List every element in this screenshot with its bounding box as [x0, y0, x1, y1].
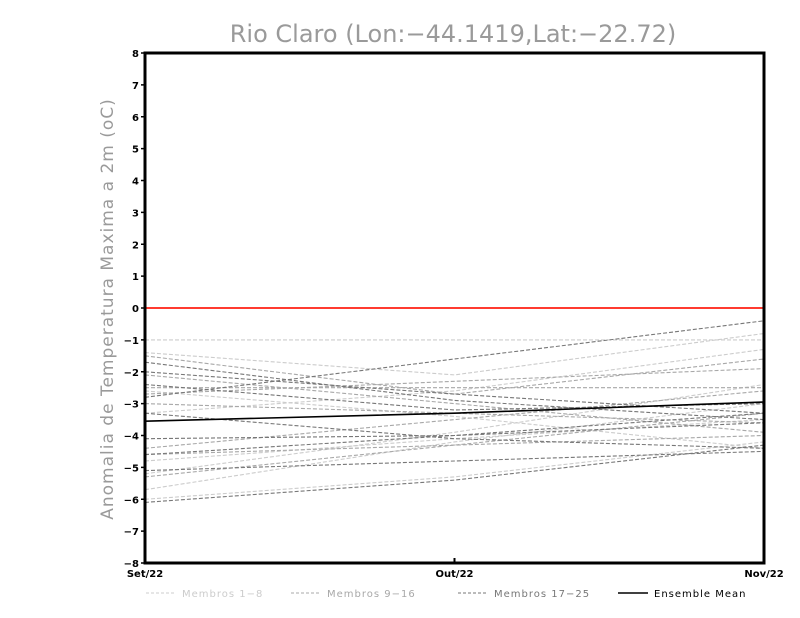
- member-line-17: [144, 320, 765, 398]
- member-line-3: [144, 348, 765, 414]
- member-line-18: [144, 371, 765, 414]
- member-line-23: [144, 450, 765, 472]
- x-tick-label: Set/22: [127, 569, 163, 580]
- x-tick-label: Out/22: [436, 569, 474, 580]
- member-line-25: [144, 412, 765, 449]
- member-line-6: [144, 441, 765, 500]
- member-line-21: [144, 412, 765, 440]
- y-tick-label: −4: [124, 432, 139, 443]
- y-tick-label: −6: [124, 495, 139, 506]
- y-tick-label: 0: [132, 304, 139, 315]
- member-line-13: [144, 412, 765, 478]
- member-line-9: [144, 355, 765, 395]
- legend-label-members-9-16: Membros 9−16: [327, 589, 416, 600]
- ensemble-mean-line: [144, 401, 765, 422]
- member-line-12: [144, 390, 765, 449]
- y-tick-label: 4: [132, 177, 139, 188]
- y-axis-ticks: 8 7 6 5 4 3 2 1 0 −1 −2 −3 −4 −5 −6 −7 −8: [124, 49, 145, 570]
- plot-frame: [143, 51, 766, 565]
- x-tick-label: Nov/22: [744, 569, 783, 580]
- member-line-19: [144, 361, 765, 421]
- member-line-14: [144, 374, 765, 433]
- y-tick-label: −5: [124, 463, 139, 474]
- y-tick-label: 3: [132, 208, 139, 219]
- plot-area: [144, 307, 765, 503]
- member-line-16: [144, 434, 765, 456]
- y-tick-label: −3: [124, 400, 139, 411]
- member-line-24: [144, 444, 765, 503]
- y-tick-label: 1: [132, 272, 139, 283]
- y-tick-label: −1: [124, 336, 139, 347]
- y-tick-label: 8: [132, 49, 139, 60]
- y-tick-label: 6: [132, 113, 139, 124]
- legend: Membros 1−8 Membros 9−16 Membros 17−25 Ense…: [146, 589, 746, 600]
- member-line-7: [144, 390, 765, 449]
- y-tick-label: 2: [132, 240, 139, 251]
- x-axis-ticks: Set/22 Out/22 Nov/22: [127, 558, 784, 580]
- member-line-2: [144, 332, 765, 376]
- y-tick-label: −8: [124, 559, 139, 570]
- y-tick-label: 5: [132, 145, 139, 156]
- chart-title: Rio Claro (Lon:−44.1419,Lat:−22.72): [230, 20, 676, 48]
- legend-label-ensemble-mean: Ensemble Mean: [654, 589, 746, 600]
- member-line-11: [144, 368, 765, 395]
- legend-label-members-17-25: Membros 17−25: [494, 589, 590, 600]
- y-axis-label: Anomalia de Temperatura Maxima a 2m (oC): [98, 98, 118, 520]
- member-line-4: [144, 383, 765, 475]
- y-tick-label: 7: [132, 81, 139, 92]
- y-tick-label: −2: [124, 368, 139, 379]
- y-tick-label: −7: [124, 527, 139, 538]
- member-line-22: [144, 422, 765, 456]
- member-line-5: [144, 403, 765, 491]
- legend-label-members-1-8: Membros 1−8: [182, 589, 263, 600]
- member-line-8: [144, 419, 765, 462]
